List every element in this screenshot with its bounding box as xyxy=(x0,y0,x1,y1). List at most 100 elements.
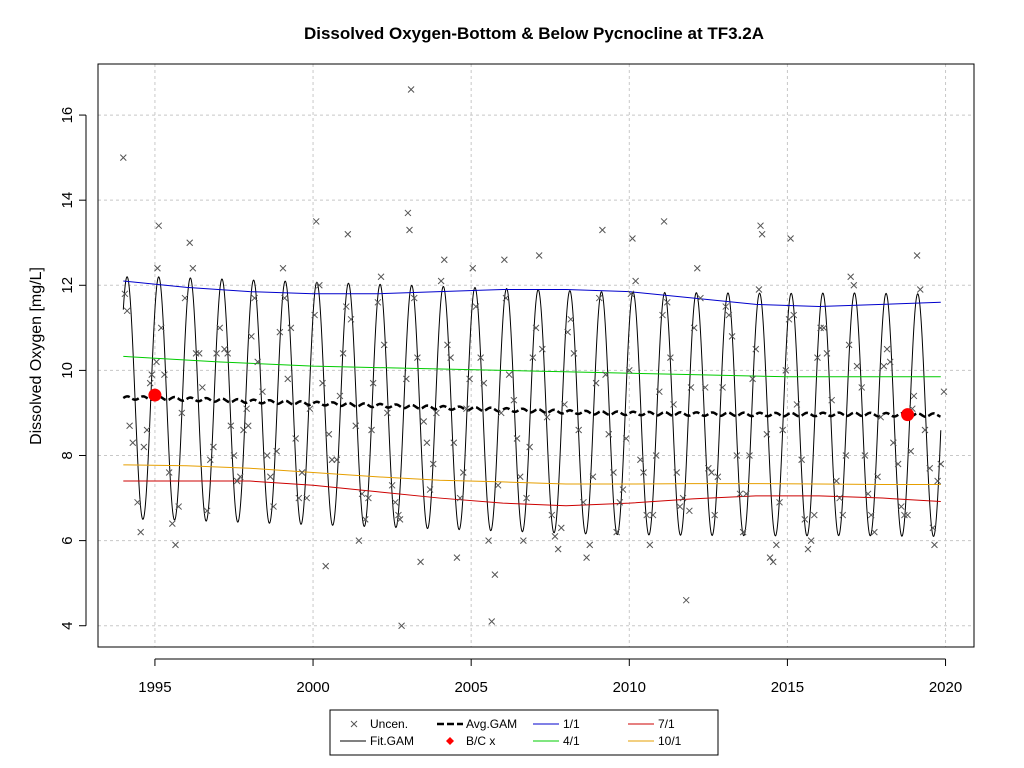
uncen-point-stroke xyxy=(916,286,924,293)
uncen-point-stroke xyxy=(298,469,306,476)
uncen-point-stroke xyxy=(779,426,787,434)
uncen-point xyxy=(254,358,262,366)
uncen-point-stroke xyxy=(586,541,594,549)
uncen-point-stroke xyxy=(153,358,160,366)
uncen-point-stroke xyxy=(921,426,929,434)
uncen-point-stroke xyxy=(543,413,551,421)
uncen-point-stroke xyxy=(404,209,412,217)
uncen-point xyxy=(270,503,277,510)
uncen-point-stroke xyxy=(244,422,252,430)
uncen-point xyxy=(426,486,434,493)
uncen-point-stroke xyxy=(910,392,918,400)
uncen-point-stroke xyxy=(303,494,311,502)
uncen-point-stroke xyxy=(181,294,189,302)
uncen-point-stroke xyxy=(595,294,603,302)
uncen-point-stroke xyxy=(629,235,636,242)
uncen-point xyxy=(466,375,473,383)
uncen-point-stroke xyxy=(804,545,812,553)
legend-7-1-label: 7/1 xyxy=(658,717,675,731)
uncen-point-stroke xyxy=(858,384,866,391)
uncen-point xyxy=(595,294,603,302)
uncen-point-stroke xyxy=(388,481,396,489)
uncen-point-stroke xyxy=(752,345,760,353)
uncen-point-stroke xyxy=(134,498,141,506)
uncen-point xyxy=(701,384,709,391)
uncen-point xyxy=(616,498,624,506)
grid-lines xyxy=(98,64,974,647)
uncen-point-stroke xyxy=(433,409,440,417)
uncen-point xyxy=(583,554,590,561)
uncen-point-stroke xyxy=(580,498,587,506)
uncen-point-stroke xyxy=(466,375,473,383)
uncen-point xyxy=(339,350,347,357)
uncen-point xyxy=(913,252,921,259)
uncen-point-stroke xyxy=(224,350,232,357)
uncen-point xyxy=(189,264,197,272)
uncen-point xyxy=(934,477,941,485)
uncen-point xyxy=(613,528,620,536)
uncen-point xyxy=(646,541,654,549)
plot-curves xyxy=(122,276,942,537)
uncen-point xyxy=(733,452,741,459)
uncen-point-stroke xyxy=(306,405,314,413)
series-10-1-line xyxy=(123,464,941,485)
legend-1-1-label: 1/1 xyxy=(563,717,580,731)
uncen-point xyxy=(564,328,571,336)
uncen-point xyxy=(186,239,194,247)
uncen-point-stroke xyxy=(146,379,154,387)
uncen-point xyxy=(842,452,850,459)
uncen-point xyxy=(157,324,165,332)
uncen-point-stroke xyxy=(763,430,771,438)
uncen-point xyxy=(437,277,445,285)
uncen-point xyxy=(728,332,736,340)
y-tick-label: 14 xyxy=(59,192,76,209)
uncen-point xyxy=(447,354,454,361)
uncen-point xyxy=(711,511,719,519)
uncen-point xyxy=(782,367,790,374)
uncen-point xyxy=(921,426,929,434)
uncen-point xyxy=(814,354,821,361)
uncen-point-stroke xyxy=(616,498,624,506)
uncen-point-stroke xyxy=(195,350,203,357)
uncen-point xyxy=(916,286,924,293)
uncen-point xyxy=(463,405,470,413)
uncen-point xyxy=(472,303,480,310)
uncen-point xyxy=(456,494,464,502)
uncen-point-stroke xyxy=(322,562,330,570)
uncen-point-stroke xyxy=(532,324,540,332)
uncen-point xyxy=(178,409,186,417)
uncen-point xyxy=(119,154,127,161)
uncen-point xyxy=(344,230,352,238)
uncen-point xyxy=(931,541,938,549)
uncen-point-stroke xyxy=(365,494,372,502)
uncen-point xyxy=(690,324,698,332)
uncen-point-stroke xyxy=(679,494,687,502)
uncen-point-stroke xyxy=(469,264,477,272)
uncen-point-stroke xyxy=(485,537,492,544)
uncen-point xyxy=(322,562,330,570)
uncen-point-stroke xyxy=(429,460,437,468)
uncen-point-stroke xyxy=(491,571,499,579)
uncen-point xyxy=(940,388,948,396)
uncen-point xyxy=(276,328,284,336)
uncen-point xyxy=(853,362,861,370)
uncen-point-stroke xyxy=(637,456,644,464)
uncen-point-stroke xyxy=(450,439,458,447)
uncen-point-stroke xyxy=(719,384,726,391)
uncen-point xyxy=(402,375,410,383)
uncen-point xyxy=(687,384,695,391)
uncen-point xyxy=(369,379,377,387)
uncen-point xyxy=(491,571,499,579)
uncen-point-stroke xyxy=(472,303,480,310)
x-tick-label: 2020 xyxy=(929,679,962,696)
uncen-point xyxy=(725,311,733,319)
uncen-point xyxy=(874,473,881,481)
uncen-point xyxy=(168,520,176,527)
uncen-point-stroke xyxy=(828,396,836,404)
uncen-point xyxy=(501,256,508,264)
uncen-point-stroke xyxy=(126,422,133,430)
uncen-point-stroke xyxy=(319,379,326,387)
uncen-point-stroke xyxy=(374,298,382,306)
uncen-point-stroke xyxy=(444,341,451,349)
